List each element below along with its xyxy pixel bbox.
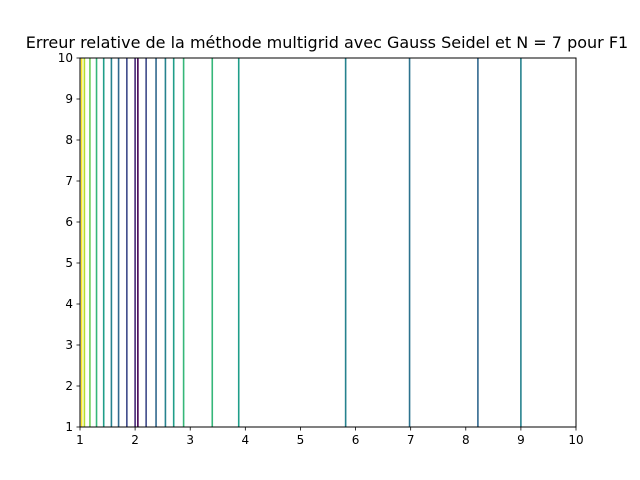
y-tick-label-4: 4: [65, 297, 73, 311]
y-tick-label-6: 6: [65, 215, 73, 229]
x-tick-label-4: 4: [242, 433, 250, 447]
y-tick-label-7: 7: [65, 174, 73, 188]
chart-title: Erreur relative de la méthode multigrid …: [26, 33, 628, 52]
x-tick-label-9: 9: [517, 433, 525, 447]
y-tick-label-10: 10: [58, 51, 73, 65]
y-tick-label-1: 1: [65, 420, 73, 434]
x-tick-label-2: 2: [131, 433, 139, 447]
x-tick-label-7: 7: [407, 433, 415, 447]
y-tick-label-8: 8: [65, 133, 73, 147]
x-tick-label-5: 5: [297, 433, 305, 447]
y-tick-label-2: 2: [65, 379, 73, 393]
plot-frame: [79, 57, 577, 428]
y-tick-label-3: 3: [65, 338, 73, 352]
x-tick-label-6: 6: [352, 433, 360, 447]
x-tick-label-10: 10: [568, 433, 583, 447]
x-tick-label-8: 8: [462, 433, 470, 447]
y-tick-label-5: 5: [65, 256, 73, 270]
x-tick-label-1: 1: [76, 433, 84, 447]
tick-layer: 1 2 3 4 5 6 7 8 9 10 1 2 3 4 5 6 7 8 9 10: [58, 51, 584, 447]
y-tick-label-9: 9: [65, 92, 73, 106]
series-layer: [80, 58, 522, 427]
x-tick-label-3: 3: [186, 433, 194, 447]
